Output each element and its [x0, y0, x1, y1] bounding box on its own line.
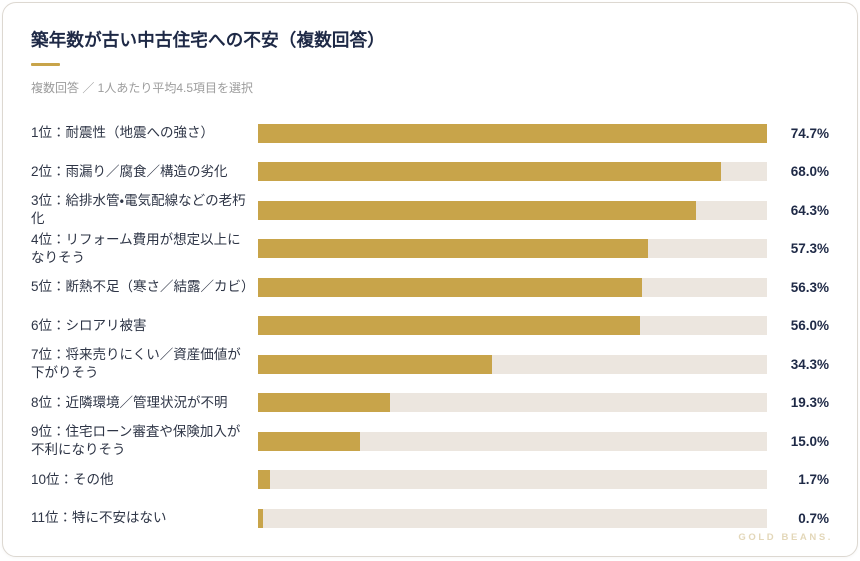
- bar-row: 7位：将来売りにくい／資産価値が下がりそう 34.3%: [31, 345, 829, 384]
- bar-value-label: 1.7%: [798, 472, 829, 488]
- bar-track: [258, 393, 767, 413]
- bar-value-label: 34.3%: [790, 356, 829, 372]
- bar-row: 4位：リフォーム費用が想定以上になりそう 57.3%: [31, 230, 829, 269]
- bar-value-label: 0.7%: [798, 510, 829, 526]
- bar-row: 8位：近隣環境／管理状況が不明 19.3%: [31, 384, 829, 423]
- bar-fill: [258, 162, 722, 182]
- bar-fill: [258, 277, 642, 297]
- bar-fill: [258, 200, 697, 220]
- bar-value-label: 56.3%: [790, 279, 829, 295]
- chart-title: 築年数が古い中古住宅への不安（複数回答）: [31, 30, 385, 50]
- bar-track: [258, 354, 767, 374]
- bar-category-label: 8位：近隣環境／管理状況が不明: [31, 394, 228, 410]
- bar-chart: 1位：耐震性（地震への強さ） 74.7% 2位：雨漏り／腐食／構造の劣化 68.…: [31, 114, 829, 538]
- bar-fill: [258, 239, 649, 259]
- bar-category-label: 7位：将来売りにくい／資産価値が下がりそう: [31, 347, 241, 381]
- bar-row: 10位：その他 1.7%: [31, 461, 829, 500]
- bar-category-label: 4位：リフォーム費用が想定以上になりそう: [31, 231, 241, 265]
- bar-fill: [258, 470, 270, 490]
- bar-fill: [258, 431, 361, 451]
- bar-track: [258, 200, 767, 220]
- bar-value-label: 19.3%: [790, 395, 829, 411]
- bar-row: 2位：雨漏り／腐食／構造の劣化 68.0%: [31, 153, 829, 192]
- bar-track: [258, 277, 767, 297]
- bar-fill: [258, 316, 640, 336]
- bar-value-label: 74.7%: [790, 125, 829, 141]
- bar-category-label: 10位：その他: [31, 471, 114, 487]
- bar-row: 5位：断熱不足（寒さ／結露／カビ） 56.3%: [31, 268, 829, 307]
- bar-category-label: 2位：雨漏り／腐食／構造の劣化: [31, 163, 228, 179]
- bar-row: 1位：耐震性（地震への強さ） 74.7%: [31, 114, 829, 153]
- bar-category-label: 3位：給排水管・電気配線などの老朽化: [31, 193, 246, 227]
- bar-fill: [258, 123, 767, 143]
- bar-track: [258, 123, 767, 143]
- bar-value-label: 15.0%: [790, 433, 829, 449]
- gold-beans-logo: GOLD BEANS.: [738, 532, 833, 543]
- bar-value-label: 64.3%: [790, 202, 829, 218]
- bar-fill: [258, 354, 492, 374]
- title-accent-divider: [31, 63, 60, 66]
- bar-value-label: 57.3%: [790, 241, 829, 257]
- chart-subtitle: 複数回答 ／ 1人あたり平均4.5項目を選択: [31, 81, 254, 95]
- bar-fill: [258, 393, 390, 413]
- bar-category-label: 11位：特に不安はない: [31, 510, 167, 526]
- bar-track: [258, 470, 767, 490]
- bar-track: [258, 431, 767, 451]
- bar-fill: [258, 508, 263, 528]
- bar-track: [258, 508, 767, 528]
- bar-category-label: 6位：シロアリ被害: [31, 317, 147, 333]
- bar-row: 9位：住宅ローン審査や保険加入が不利になりそう 15.0%: [31, 422, 829, 461]
- bar-category-label: 9位：住宅ローン審査や保険加入が不利になりそう: [31, 424, 241, 458]
- bar-category-label: 5位：断熱不足（寒さ／結露／カビ）: [31, 279, 255, 295]
- bar-row: 11位：特に不安はない 0.7%: [31, 499, 829, 538]
- bar-category-label: 1位：耐震性（地震への強さ）: [31, 125, 215, 141]
- bar-track: [258, 239, 767, 259]
- bar-track: [258, 162, 767, 182]
- bar-value-label: 68.0%: [790, 164, 829, 180]
- bar-track: [258, 316, 767, 336]
- bar-row: 3位：給排水管・電気配線などの老朽化 64.3%: [31, 191, 829, 230]
- bar-value-label: 56.0%: [790, 318, 829, 334]
- bar-row: 6位：シロアリ被害 56.0%: [31, 307, 829, 346]
